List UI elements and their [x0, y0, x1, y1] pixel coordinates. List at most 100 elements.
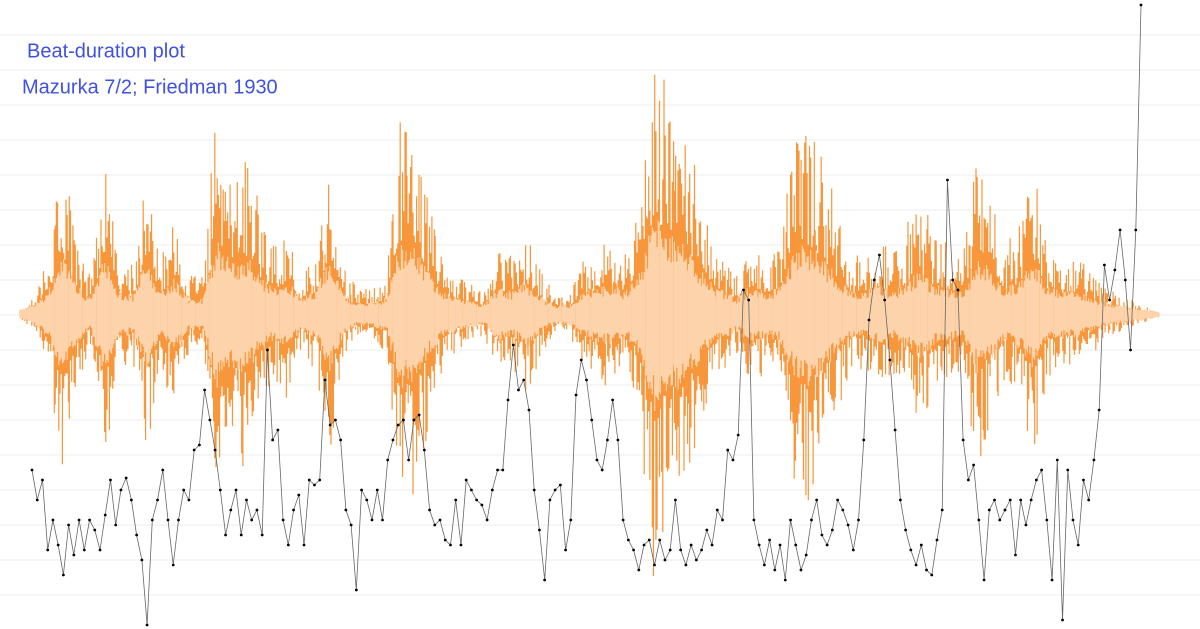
- beat-point: [250, 518, 254, 522]
- beat-point: [51, 518, 55, 522]
- beat-point: [867, 318, 871, 322]
- beat-point: [412, 418, 416, 422]
- beat-point: [961, 438, 965, 442]
- beat-point: [203, 388, 207, 392]
- beat-point: [480, 503, 484, 507]
- waveform-core: [462, 300, 478, 328]
- waveform-core: [406, 247, 421, 382]
- beat-point: [783, 578, 787, 582]
- beat-point: [271, 438, 275, 442]
- waveform-core: [293, 293, 309, 336]
- waveform-core: [687, 254, 703, 369]
- beat-point: [564, 548, 567, 552]
- waveform-core: [955, 283, 970, 346]
- waveform-core: [1025, 268, 1041, 368]
- beat-point: [621, 518, 625, 522]
- beat-point: [993, 498, 996, 502]
- beat-point: [490, 488, 494, 492]
- waveform-core: [927, 278, 942, 351]
- beat-point: [129, 498, 133, 502]
- beat-point: [804, 553, 808, 557]
- waveform-core: [1039, 278, 1055, 346]
- beat-point: [841, 508, 845, 512]
- beat-point: [307, 478, 311, 482]
- beat-point: [281, 518, 285, 522]
- plot: [30, 3, 1143, 627]
- beat-point: [72, 553, 76, 557]
- beat-point: [88, 518, 91, 522]
- waveform-core: [392, 245, 407, 388]
- waveform-core: [420, 263, 435, 363]
- waveform-core: [1067, 290, 1083, 338]
- beat-point: [339, 438, 343, 442]
- beat-point: [825, 543, 829, 547]
- beat-point: [668, 548, 672, 552]
- beat-point: [935, 538, 939, 542]
- waveform-core: [575, 290, 590, 337]
- beat-point: [653, 563, 656, 567]
- waveform-core: [505, 288, 520, 343]
- beat-point: [375, 488, 379, 492]
- beat-point: [909, 548, 913, 552]
- waveform-core: [1011, 275, 1026, 357]
- beat-point: [192, 448, 196, 452]
- beat-point: [883, 298, 887, 302]
- beat-point: [1102, 263, 1106, 267]
- beat-point: [255, 508, 259, 512]
- beat-point: [449, 543, 452, 547]
- beat-point: [710, 543, 714, 547]
- beat-point: [820, 533, 824, 537]
- beat-point: [705, 528, 709, 532]
- waveform-core: [336, 280, 351, 350]
- beat-point: [506, 398, 510, 402]
- waveform-core: [772, 281, 787, 356]
- beat-point: [266, 348, 269, 352]
- beat-point: [966, 478, 970, 482]
- beat-point: [878, 253, 881, 257]
- beat-point: [433, 523, 437, 527]
- waveform-core: [870, 285, 886, 343]
- beat-point: [1040, 468, 1044, 472]
- beat-point: [276, 428, 280, 432]
- beat-point: [904, 528, 907, 532]
- beat-point: [470, 488, 473, 492]
- waveform-core: [181, 293, 196, 341]
- beat-point: [218, 488, 222, 492]
- waveform-core: [899, 278, 914, 349]
- beat-point: [213, 448, 217, 452]
- waveform-core: [533, 295, 548, 341]
- beat-point: [815, 498, 819, 502]
- beat-point: [41, 478, 44, 482]
- beat-point: [140, 558, 144, 562]
- waveform-core: [82, 285, 98, 347]
- beat-point: [1003, 508, 1007, 512]
- beat-point: [590, 418, 594, 422]
- beat-point: [98, 548, 102, 552]
- waveform-core: [378, 279, 393, 351]
- waveform-core: [490, 288, 506, 342]
- beat-point: [773, 568, 777, 572]
- beat-point: [1034, 478, 1038, 482]
- beat-point: [1113, 268, 1117, 272]
- beat-point: [496, 468, 499, 472]
- beat-point: [297, 493, 301, 497]
- beat-point: [543, 578, 547, 582]
- beat-point: [1092, 458, 1096, 462]
- beat-point: [956, 288, 960, 292]
- beat-point: [386, 458, 390, 462]
- beat-point: [1108, 298, 1112, 302]
- beat-point: [862, 438, 866, 442]
- beat-point: [689, 543, 693, 547]
- waveform-core: [716, 289, 731, 338]
- waveform-core: [786, 252, 801, 378]
- beat-point: [239, 533, 243, 537]
- beat-point: [365, 498, 369, 502]
- beat-point: [182, 488, 186, 492]
- beat-point: [1139, 3, 1143, 7]
- beat-point: [197, 443, 201, 447]
- waveform-core: [153, 283, 168, 347]
- beat-point: [982, 578, 986, 582]
- beat-point: [501, 468, 505, 472]
- waveform-core: [68, 270, 84, 348]
